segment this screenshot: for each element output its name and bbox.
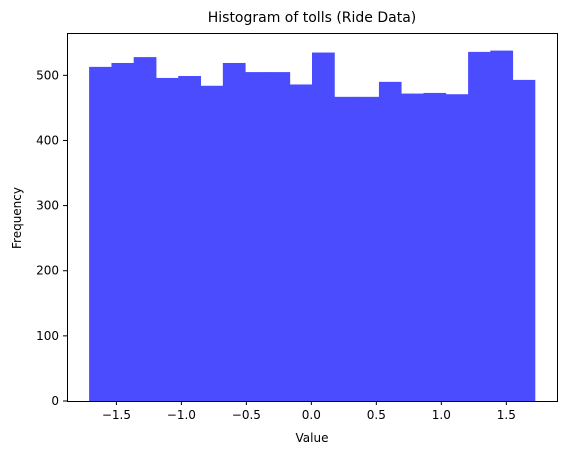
x-tick-label: 0.0 [302,408,321,422]
x-axis-ticks: −1.5 −1.0 −0.5 0.0 0.5 1.0 1.5 [102,401,516,422]
histogram-bar [490,50,514,401]
histogram-bar [89,66,112,402]
histogram-bar [289,84,313,401]
histogram-bar [245,72,268,401]
histogram-bar [111,62,135,402]
y-axis-ticks: 0 100 200 300 400 500 [36,68,67,408]
x-tick-label: 1.5 [497,408,516,422]
y-tick-label: 500 [36,68,59,82]
y-tick-label: 300 [36,199,59,213]
x-axis-label: Value [296,431,329,445]
histogram-bar [133,57,157,401]
histogram-bar [156,77,179,401]
x-tick-label: −0.5 [232,408,261,422]
histogram-bar [356,96,380,402]
histogram-bar [334,96,357,402]
histogram-bar [401,93,424,401]
chart-title: Histogram of tolls (Ride Data) [208,10,417,26]
bars-layer [89,50,536,402]
y-tick-label: 0 [51,394,59,408]
histogram-bar [423,92,447,402]
histogram-bar [512,79,536,402]
histogram-bar [200,85,224,402]
histogram-bar [468,51,491,402]
x-tick-label: 1.0 [432,408,451,422]
x-tick-label: −1.5 [102,408,131,422]
y-tick-label: 200 [36,264,59,278]
x-tick-label: 0.5 [367,408,386,422]
histogram-bar [267,72,291,401]
plot-frame [67,33,558,402]
histogram-bar [222,62,246,402]
y-axis-label: Frequency [10,187,24,249]
x-tick-label: −1.0 [167,408,196,422]
histogram-bar [312,52,335,401]
histogram-bar [378,81,402,402]
y-tick-label: 400 [36,133,59,147]
y-tick-label: 100 [36,329,59,343]
histogram-bar [178,75,202,401]
histogram-bar [445,94,469,401]
